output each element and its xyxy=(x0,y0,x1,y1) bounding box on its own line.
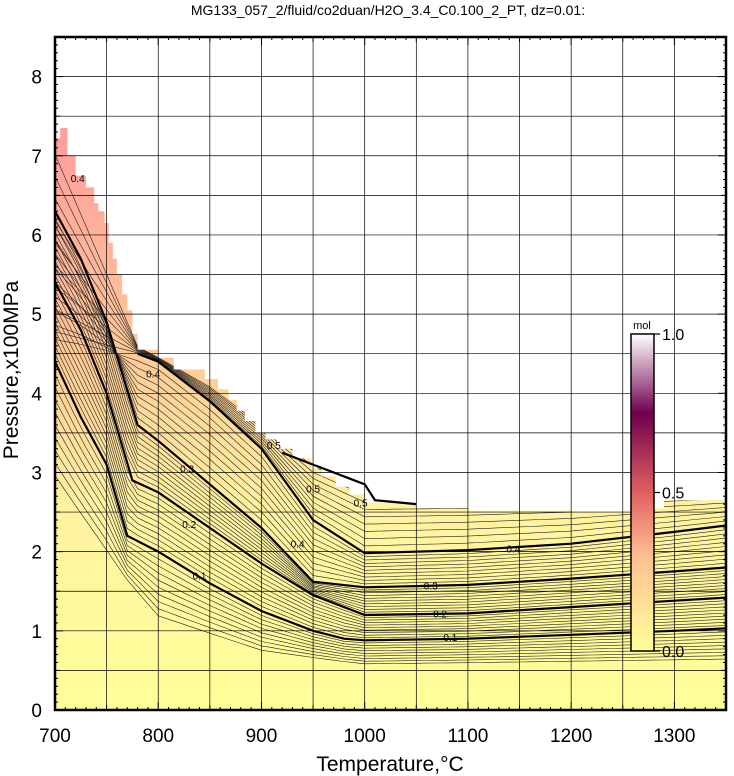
contour-label: 0.4 xyxy=(288,538,308,551)
y-axis-title: Pressure,x100MPa xyxy=(0,280,23,459)
x-axis-title: Temperature,°C xyxy=(316,753,463,776)
x-tick-label: 1100 xyxy=(447,726,488,747)
colorbar-tick-label: 1.0 xyxy=(662,327,684,344)
contour-label-text: 0.3 xyxy=(180,465,194,476)
x-tick-label: 1300 xyxy=(653,726,695,747)
contour-label: 0.1 xyxy=(440,631,460,644)
contour-label-text: 0.5 xyxy=(267,441,281,452)
colorbar-tick-label: 0.0 xyxy=(662,644,684,661)
y-tick-label: 7 xyxy=(31,147,42,168)
contour-label: 0.4 xyxy=(503,542,523,555)
contour-label: 0.1 xyxy=(190,569,210,582)
y-tick-label: 1 xyxy=(31,622,42,643)
y-tick-label: 6 xyxy=(31,226,42,247)
y-axis-tick-labels: 0 1 2 3 4 5 6 7 8 xyxy=(31,68,42,722)
contour-label-text: 0.5 xyxy=(354,499,368,510)
contour-label-text: 0.4 xyxy=(146,370,160,381)
contour-label: 0.5 xyxy=(303,482,323,495)
y-tick-label: 5 xyxy=(31,305,42,326)
x-tick-label: 1200 xyxy=(550,726,592,747)
colorbar-gradient xyxy=(631,334,654,651)
stability-field xyxy=(55,128,726,710)
contour-label-text: 0.2 xyxy=(182,520,196,531)
contour-label: 0.2 xyxy=(179,518,199,531)
contour-label-text: 0.4 xyxy=(506,544,520,555)
contour-label: 0.3 xyxy=(421,580,441,593)
contour-label: 0.5 xyxy=(351,497,371,510)
colorbar-unit: mol xyxy=(633,320,651,332)
contour-label-text: 0.4 xyxy=(71,174,85,185)
colorbar-tick-label: 0.5 xyxy=(662,486,684,503)
x-tick-label: 700 xyxy=(39,726,71,747)
contour-label-text: 0.1 xyxy=(443,633,457,644)
x-tick-label: 800 xyxy=(142,726,174,747)
contour-label-text: 0.2 xyxy=(433,609,447,620)
contour-label: 0.5 xyxy=(264,439,284,452)
y-tick-label: 4 xyxy=(31,384,42,405)
contour-label: 0.3 xyxy=(177,463,197,476)
contour-label: 0.4 xyxy=(68,172,88,185)
x-axis-tick-labels: 700 800 900 1000 1100 1200 1300 xyxy=(39,726,695,747)
contour-label-text: 0.1 xyxy=(193,571,207,582)
y-tick-label: 2 xyxy=(31,543,42,564)
chart-title: MG133_057_2/fluid/co2duan/H2O_3.4_C0.100… xyxy=(191,2,585,18)
y-tick-label: 3 xyxy=(31,463,42,484)
y-tick-label: 8 xyxy=(31,68,42,89)
contour-label-text: 0.4 xyxy=(291,540,305,551)
contour-label: 0.4 xyxy=(143,368,163,381)
x-tick-label: 900 xyxy=(246,726,278,747)
y-tick-label: 0 xyxy=(31,701,42,722)
contour-label-text: 0.3 xyxy=(424,582,438,593)
contour-label: 0.2 xyxy=(430,607,450,620)
x-tick-label: 1000 xyxy=(344,726,386,747)
contour-label-text: 0.5 xyxy=(306,484,320,495)
